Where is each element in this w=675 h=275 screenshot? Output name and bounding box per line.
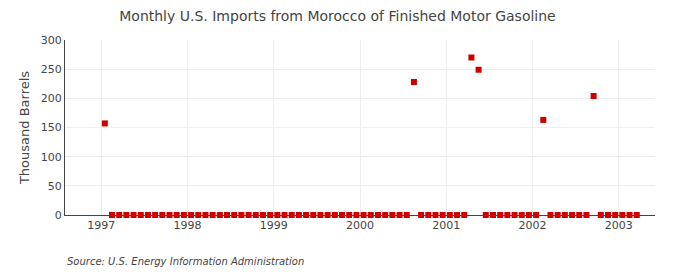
svg-text:Source: U.S. Energy Informatio: Source: U.S. Energy Information Administ… <box>67 256 304 267</box>
svg-text:100: 100 <box>41 151 62 164</box>
svg-text:0: 0 <box>55 209 62 222</box>
svg-text:50: 50 <box>48 180 62 193</box>
svg-text:300: 300 <box>41 34 62 47</box>
svg-text:1997: 1997 <box>87 219 115 232</box>
svg-text:2002: 2002 <box>519 219 547 232</box>
svg-text:2001: 2001 <box>432 219 460 232</box>
svg-text:2003: 2003 <box>605 219 633 232</box>
svg-text:200: 200 <box>41 92 62 105</box>
svg-text:250: 250 <box>41 63 62 76</box>
svg-text:Thousand Barrels: Thousand Barrels <box>17 71 32 185</box>
svg-text:Monthly U.S. Imports from Moro: Monthly U.S. Imports from Morocco of Fin… <box>119 8 556 24</box>
svg-text:1999: 1999 <box>260 219 288 232</box>
svg-text:2000: 2000 <box>346 219 374 232</box>
svg-text:150: 150 <box>41 121 62 134</box>
svg-text:1998: 1998 <box>173 219 201 232</box>
